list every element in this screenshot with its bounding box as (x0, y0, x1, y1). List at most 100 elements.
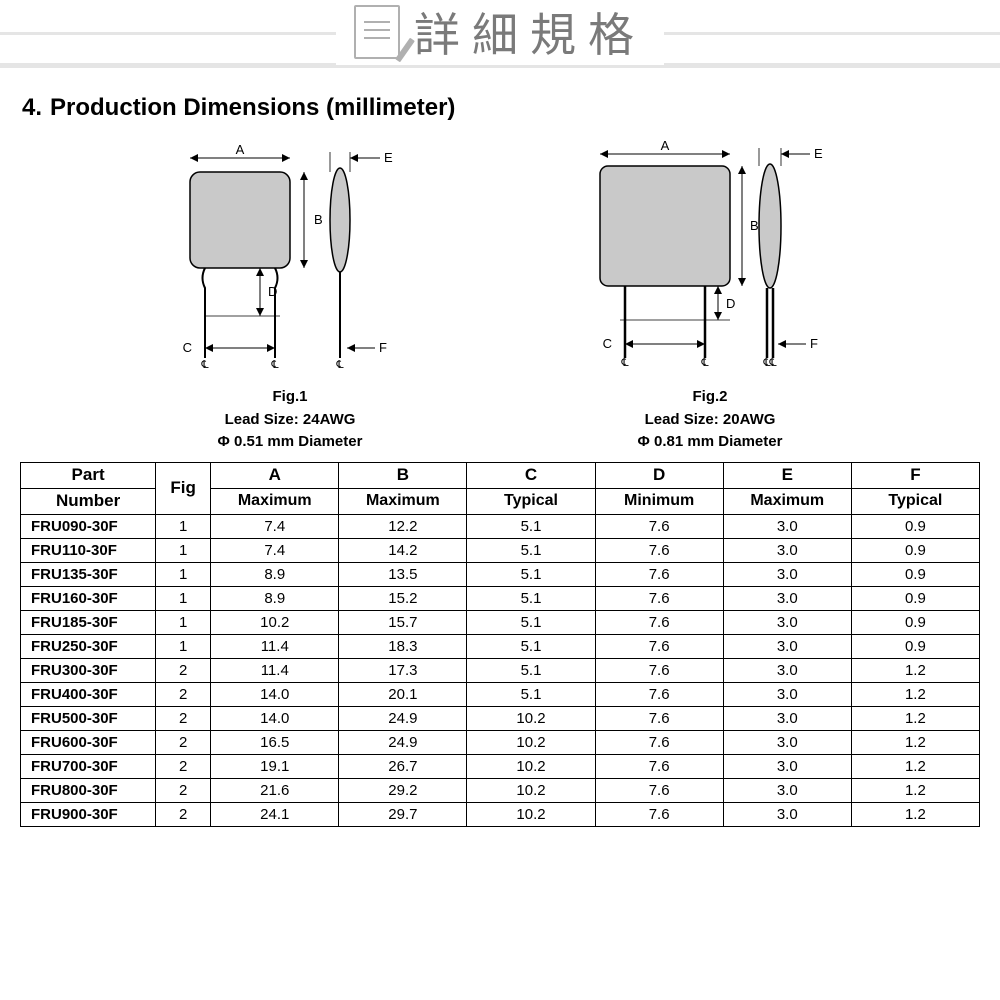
cell-E: 3.0 (723, 658, 851, 682)
table-row: FRU300-30F211.417.35.17.63.01.2 (21, 658, 980, 682)
cell-A: 7.4 (211, 538, 339, 562)
section-heading: Production Dimensions (millimeter) (50, 94, 455, 122)
cell-F: 1.2 (851, 658, 979, 682)
cell-C: 5.1 (467, 586, 595, 610)
svg-text:℄: ℄ (700, 357, 708, 369)
table-row: FRU400-30F214.020.15.17.63.01.2 (21, 682, 980, 706)
cell-fig: 2 (156, 730, 211, 754)
th-A: A (211, 462, 339, 488)
cell-C: 10.2 (467, 802, 595, 826)
cell-C: 10.2 (467, 754, 595, 778)
cell-E: 3.0 (723, 514, 851, 538)
cell-A: 11.4 (211, 634, 339, 658)
table-body: FRU090-30F17.412.25.17.63.00.9FRU110-30F… (21, 514, 980, 826)
th-B: B (339, 462, 467, 488)
table-header: Part Fig A B C D E F Number Maximum Maxi… (21, 462, 980, 514)
svg-text:E: E (384, 150, 393, 165)
th-B2: Maximum (339, 488, 467, 514)
svg-text:B: B (750, 218, 759, 233)
header-center: 詳細規格 (336, 0, 664, 65)
cell-D: 7.6 (595, 778, 723, 802)
cell-C: 5.1 (467, 538, 595, 562)
cell-part: FRU700-30F (21, 754, 156, 778)
cell-E: 3.0 (723, 682, 851, 706)
cell-E: 3.0 (723, 730, 851, 754)
cell-B: 13.5 (339, 562, 467, 586)
cell-C: 5.1 (467, 514, 595, 538)
svg-text:F: F (810, 336, 818, 351)
cell-part: FRU900-30F (21, 802, 156, 826)
cell-part: FRU090-30F (21, 514, 156, 538)
svg-text:℄: ℄ (768, 357, 776, 369)
cell-B: 24.9 (339, 730, 467, 754)
svg-text:C: C (603, 336, 612, 351)
cell-E: 3.0 (723, 778, 851, 802)
cell-D: 7.6 (595, 754, 723, 778)
cell-D: 7.6 (595, 586, 723, 610)
th-D2: Minimum (595, 488, 723, 514)
cell-C: 5.1 (467, 562, 595, 586)
cell-E: 3.0 (723, 586, 851, 610)
cell-D: 7.6 (595, 802, 723, 826)
cell-C: 5.1 (467, 658, 595, 682)
cell-F: 1.2 (851, 754, 979, 778)
cell-C: 5.1 (467, 634, 595, 658)
th-F: F (851, 462, 979, 488)
table-row: FRU700-30F219.126.710.27.63.01.2 (21, 754, 980, 778)
cell-E: 3.0 (723, 634, 851, 658)
cell-C: 10.2 (467, 778, 595, 802)
cell-A: 10.2 (211, 610, 339, 634)
document-spec-icon (354, 5, 400, 59)
fig1-diameter: Φ 0.51 mm Diameter (160, 431, 420, 454)
cell-B: 12.2 (339, 514, 467, 538)
cell-fig: 1 (156, 610, 211, 634)
cell-F: 1.2 (851, 802, 979, 826)
svg-text:E: E (814, 146, 823, 161)
cell-fig: 1 (156, 634, 211, 658)
table-row: FRU900-30F224.129.710.27.63.01.2 (21, 802, 980, 826)
cell-part: FRU160-30F (21, 586, 156, 610)
th-F2: Typical (851, 488, 979, 514)
cell-A: 19.1 (211, 754, 339, 778)
cell-E: 3.0 (723, 706, 851, 730)
fig2-lead: Lead Size: 20AWG (580, 409, 840, 432)
th-number: Number (21, 488, 156, 514)
table-row: FRU135-30F18.913.55.17.63.00.9 (21, 562, 980, 586)
th-E2: Maximum (723, 488, 851, 514)
svg-text:D: D (726, 296, 735, 311)
cell-F: 0.9 (851, 586, 979, 610)
cell-fig: 1 (156, 586, 211, 610)
cell-A: 14.0 (211, 682, 339, 706)
svg-text:℄: ℄ (270, 359, 278, 371)
th-C2: Typical (467, 488, 595, 514)
cell-fig: 2 (156, 754, 211, 778)
cell-B: 14.2 (339, 538, 467, 562)
dimensions-table: Part Fig A B C D E F Number Maximum Maxi… (20, 462, 980, 827)
cell-part: FRU110-30F (21, 538, 156, 562)
cell-B: 15.7 (339, 610, 467, 634)
figure-captions: Fig.1 Lead Size: 24AWG Φ 0.51 mm Diamete… (0, 386, 1000, 454)
th-C: C (467, 462, 595, 488)
diagram-fig1: A B D C E F ℄ ℄ ℄ (150, 136, 430, 376)
cell-part: FRU800-30F (21, 778, 156, 802)
cell-F: 1.2 (851, 682, 979, 706)
cell-A: 21.6 (211, 778, 339, 802)
diagrams-row: A B D C E F ℄ ℄ ℄ (0, 136, 1000, 376)
cell-B: 29.7 (339, 802, 467, 826)
svg-text:A: A (236, 142, 245, 157)
cell-fig: 2 (156, 706, 211, 730)
cell-fig: 2 (156, 802, 211, 826)
table-row: FRU250-30F111.418.35.17.63.00.9 (21, 634, 980, 658)
th-part: Part (21, 462, 156, 488)
cell-D: 7.6 (595, 538, 723, 562)
cell-B: 17.3 (339, 658, 467, 682)
th-D: D (595, 462, 723, 488)
cell-part: FRU135-30F (21, 562, 156, 586)
cell-E: 3.0 (723, 562, 851, 586)
svg-text:C: C (183, 340, 192, 355)
caption-fig1: Fig.1 Lead Size: 24AWG Φ 0.51 mm Diamete… (160, 386, 420, 454)
cell-part: FRU600-30F (21, 730, 156, 754)
table-row: FRU800-30F221.629.210.27.63.01.2 (21, 778, 980, 802)
cell-F: 0.9 (851, 538, 979, 562)
cell-A: 11.4 (211, 658, 339, 682)
